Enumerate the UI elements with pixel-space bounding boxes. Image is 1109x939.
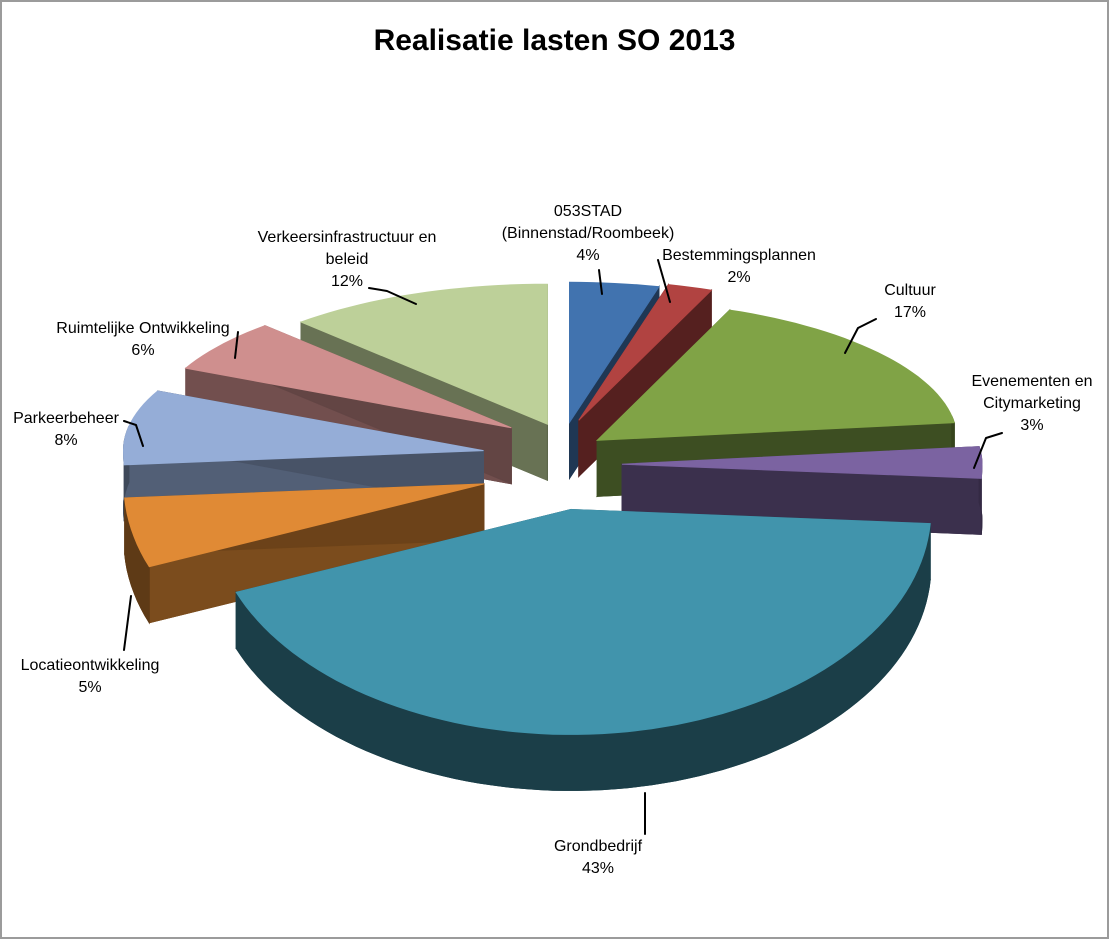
leader-line-evenementen [973,432,1003,469]
slice-percent: 8% [54,432,78,449]
leader-line-bestemmingsplannen [657,259,671,303]
leader-line-parkeerbeheer [123,420,144,447]
slice-label-line: Citymarketing [983,395,1081,412]
slice-label-locatieontwikkeling: Locatieontwikkeling 5% [21,655,160,699]
slice-label-bestemmingsplannen: Bestemmingsplannen 2% [662,245,816,289]
slice-label-line: Parkeerbeheer [13,410,119,427]
slice-percent: 3% [1020,417,1044,434]
leader-line-cultuur [844,318,877,354]
slice-label-line: Verkeersinfrastructuur en [257,229,437,246]
leader-line-053stad [598,269,603,295]
slice-percent: 2% [727,269,751,286]
slice-percent: 43% [581,860,615,877]
slice-label-line: Grondbedrijf [553,838,643,855]
slice-label-cultuur: Cultuur 17% [884,280,936,324]
slice-percent: 6% [131,342,155,359]
leader-line-locatieontwikkeling [123,595,132,651]
slice-percent: 12% [330,273,364,290]
slice-label-line: (Binnenstad/Roombeek) [501,225,675,242]
slice-percent: 5% [78,679,102,696]
slice-label-line: Evenementen en [971,373,1093,390]
slice-label-line: beleid [325,251,369,268]
slice-label-ruimtelijke: Ruimtelijke Ontwikkeling 6% [56,318,229,362]
slice-label-verkeers: Verkeersinfrastructuur en beleid 12% [258,227,437,293]
slice-percent: 4% [576,247,600,264]
slice-label-053stad: 053STAD (Binnenstad/Roombeek) 4% [502,201,675,267]
leader-line-verkeers [368,287,417,305]
pie-slice-locatieontwikkeling [124,483,485,625]
slice-label-evenementen: Evenementen en Citymarketing 3% [972,371,1093,437]
slice-label-line: Bestemmingsplannen [662,247,816,264]
slice-label-parkeerbeheer: Parkeerbeheer 8% [13,408,119,452]
chart-title: Realisatie lasten SO 2013 [373,24,736,57]
slice-label-line: Cultuur [884,282,936,299]
slice-label-line: Locatieontwikkeling [20,657,160,674]
pie-slice-grondbedrijf [235,508,931,791]
leader-line-ruimtelijke [234,331,239,359]
slice-label-grondbedrijf: Grondbedrijf 43% [554,836,642,880]
slice-label-line: 053STAD [553,203,623,220]
slice-percent: 17% [893,304,927,321]
slice-label-line: Ruimtelijke Ontwikkeling [56,320,230,337]
